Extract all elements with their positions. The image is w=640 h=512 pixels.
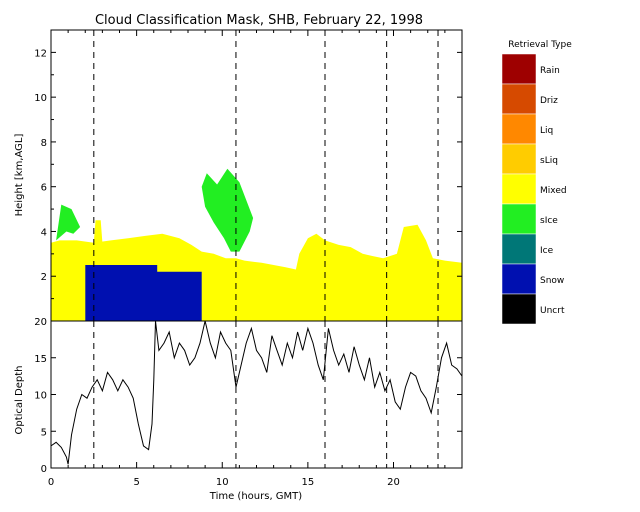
top-y-tick-label-4: 8 <box>41 138 47 149</box>
legend-swatch-snow <box>501 263 537 295</box>
bottom-y-axis-label: Optical Depth <box>14 366 25 435</box>
bottom-x-tick-label-2: 10 <box>216 477 229 488</box>
x-axis-label: Time (hours, GMT) <box>209 491 303 502</box>
top-y-axis-label: Height [km,AGL] <box>14 134 25 217</box>
optical-depth-series-line <box>50 320 463 465</box>
bottom-y-ticks: 0 5 10 15 20 <box>34 317 462 475</box>
legend-swatch-driz <box>501 83 537 115</box>
top-y-tick-label-3: 6 <box>41 183 47 194</box>
bottom-plot-frame <box>50 320 463 469</box>
legend-label-driz: Driz <box>540 96 558 106</box>
bottom-vertical-markers <box>93 321 439 468</box>
cloud-region-sice-3 <box>201 168 254 252</box>
legend-label-liq: Liq <box>540 126 553 136</box>
top-y-tick-label-1: 2 <box>41 272 47 283</box>
bottom-y-tick-label-0: 0 <box>41 464 47 475</box>
bottom-x-tick-label-0: 0 <box>48 477 54 488</box>
legend-title: Retrieval Type <box>508 40 572 50</box>
legend-label-uncrt: Uncrt <box>540 306 565 316</box>
legend-swatch-rain <box>501 53 537 85</box>
cloud-mask-panel: 2 4 6 8 10 12 Height [km,AGL] <box>14 29 463 322</box>
top-vertical-markers <box>93 30 439 321</box>
bottom-y-tick-label-4: 20 <box>34 317 47 328</box>
bottom-x-tick-label-1: 5 <box>133 477 139 488</box>
bottom-y-tick-label-3: 15 <box>34 354 47 365</box>
cloud-region-snow-4 <box>85 265 202 321</box>
legend-swatch-mixed <box>501 173 537 205</box>
legend-swatch-uncrt <box>501 293 537 325</box>
legend-label-mixed: Mixed <box>540 186 567 196</box>
bottom-x-tick-label-4: 20 <box>387 477 400 488</box>
chart-title: Cloud Classification Mask, SHB, February… <box>95 13 423 28</box>
legend-swatch-sice <box>501 203 537 235</box>
legend-swatch-liq <box>501 113 537 145</box>
optical-depth-panel: 0 5 10 15 20 0 5 10 15 20 Optical Depth Time (ho… <box>14 317 463 502</box>
top-y-tick-label-5: 10 <box>34 93 47 104</box>
bottom-y-tick-label-1: 5 <box>41 427 47 438</box>
legend-label-ice: Ice <box>540 246 554 256</box>
top-y-tick-label-6: 12 <box>34 48 47 59</box>
bottom-x-tick-label-3: 15 <box>302 477 315 488</box>
bottom-x-ticks: 0 5 10 15 20 <box>48 462 463 488</box>
legend-label-rain: Rain <box>540 66 560 76</box>
legend-label-sliq: sLiq <box>540 156 558 166</box>
cloud-regions <box>51 168 462 321</box>
legend: Retrieval Type Rain Driz Liq sLiq Mixed sIce I… <box>501 40 572 325</box>
bottom-y-tick-label-2: 10 <box>34 391 47 402</box>
top-y-tick-label-2: 4 <box>41 227 47 238</box>
legend-swatch-sliq <box>501 143 537 175</box>
cloud-region-sice-2 <box>56 204 81 241</box>
legend-label-snow: Snow <box>540 276 564 286</box>
legend-label-sice: sIce <box>540 216 558 226</box>
top-y-ticks: 2 4 6 8 10 12 <box>34 29 462 322</box>
cloud-region-mixed-1 <box>93 220 103 243</box>
legend-entries: Rain Driz Liq sLiq Mixed sIce Ice Snow Uncrt <box>501 53 567 325</box>
legend-swatch-ice <box>501 233 537 265</box>
